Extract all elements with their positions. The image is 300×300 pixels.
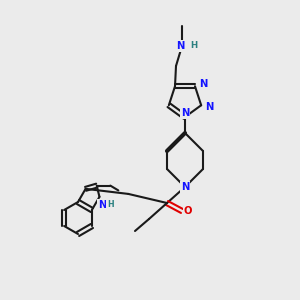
Text: N: N [199, 79, 207, 89]
Text: H: H [107, 200, 114, 209]
Text: N: N [181, 108, 189, 118]
Text: N: N [98, 200, 106, 210]
Text: N: N [205, 102, 213, 112]
Text: O: O [184, 206, 192, 216]
Text: H: H [190, 41, 198, 50]
Text: N: N [181, 182, 189, 192]
Text: N: N [176, 41, 184, 51]
